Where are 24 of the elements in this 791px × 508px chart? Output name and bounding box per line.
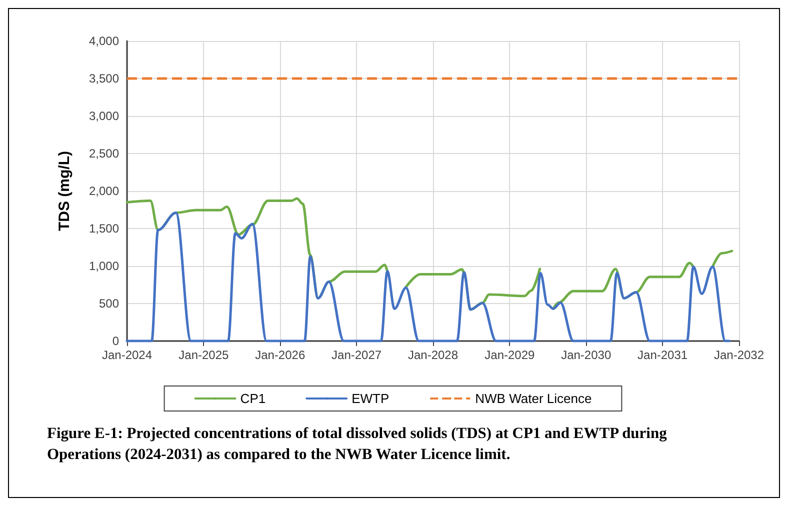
text: Figure E-1: Projected concentrations of total dissolved solids (TDS) at CP1 and EWTP during Operations (2024-2031) as compared to the NWB Water Licence limit. xyxy=(47,424,668,465)
x-tick-label: Jan-2024 xyxy=(102,348,152,362)
x-tick-label: Jan-2030 xyxy=(561,348,612,362)
y-tick-label: 2,000 xyxy=(88,184,120,198)
y-tick-label: 1,500 xyxy=(88,222,120,236)
y-tick-label: 3,500 xyxy=(88,72,120,86)
legend-label: CP1 xyxy=(240,391,266,406)
legend-label: EWTP xyxy=(352,391,390,406)
y-tick-label: 500 xyxy=(98,296,120,310)
y-axis-title: TDS (mg/L) xyxy=(56,151,73,231)
legend-label: NWB Water Licence xyxy=(475,391,592,406)
line-series xyxy=(126,212,730,342)
x-tick-label: Jan-2028 xyxy=(408,348,458,362)
y-tick-label: 2,500 xyxy=(88,146,120,160)
x-tick-label: Jan-2027 xyxy=(332,348,382,362)
x-tick-label: Jan-2031 xyxy=(638,348,688,362)
x-tick-label: Jan-2032 xyxy=(714,348,764,362)
y-tick-label: 3,000 xyxy=(88,109,120,123)
y-tick-label: 1,000 xyxy=(88,259,120,273)
y-tick-label: 0 xyxy=(112,334,120,348)
x-tick-label: Jan-2026 xyxy=(255,348,306,362)
x-tick-label: Jan-2025 xyxy=(178,348,229,362)
x-tick-label: Jan-2029 xyxy=(484,348,535,362)
y-tick-label: 4,000 xyxy=(88,34,120,48)
